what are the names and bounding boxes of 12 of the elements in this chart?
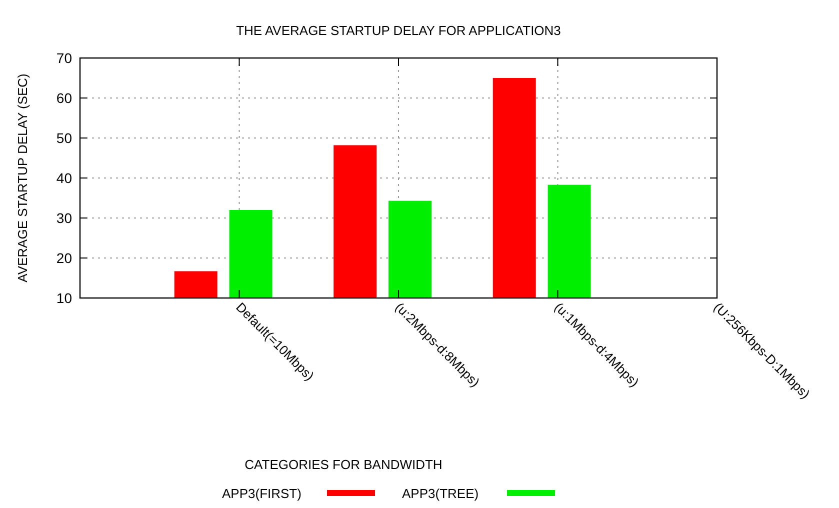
y-tick-label: 50: [56, 130, 72, 146]
y-tick-label: 20: [56, 250, 72, 266]
y-tick-label: 70: [56, 50, 72, 66]
y-tick-label: 40: [56, 170, 72, 186]
y-tick-label: 60: [56, 90, 72, 106]
legend-label: APP3(FIRST): [222, 486, 302, 501]
x-axis-title: CATEGORIES FOR BANDWIDTH: [244, 457, 442, 472]
y-tick-label: 30: [56, 210, 72, 226]
legend-label: APP3(TREE): [402, 486, 479, 501]
chart-title: THE AVERAGE STARTUP DELAY FOR APPLICATION3: [236, 23, 561, 38]
y-tick-label: 10: [56, 290, 72, 306]
y-axis-title: AVERAGE STARTUP DELAY (SEC): [15, 74, 30, 282]
